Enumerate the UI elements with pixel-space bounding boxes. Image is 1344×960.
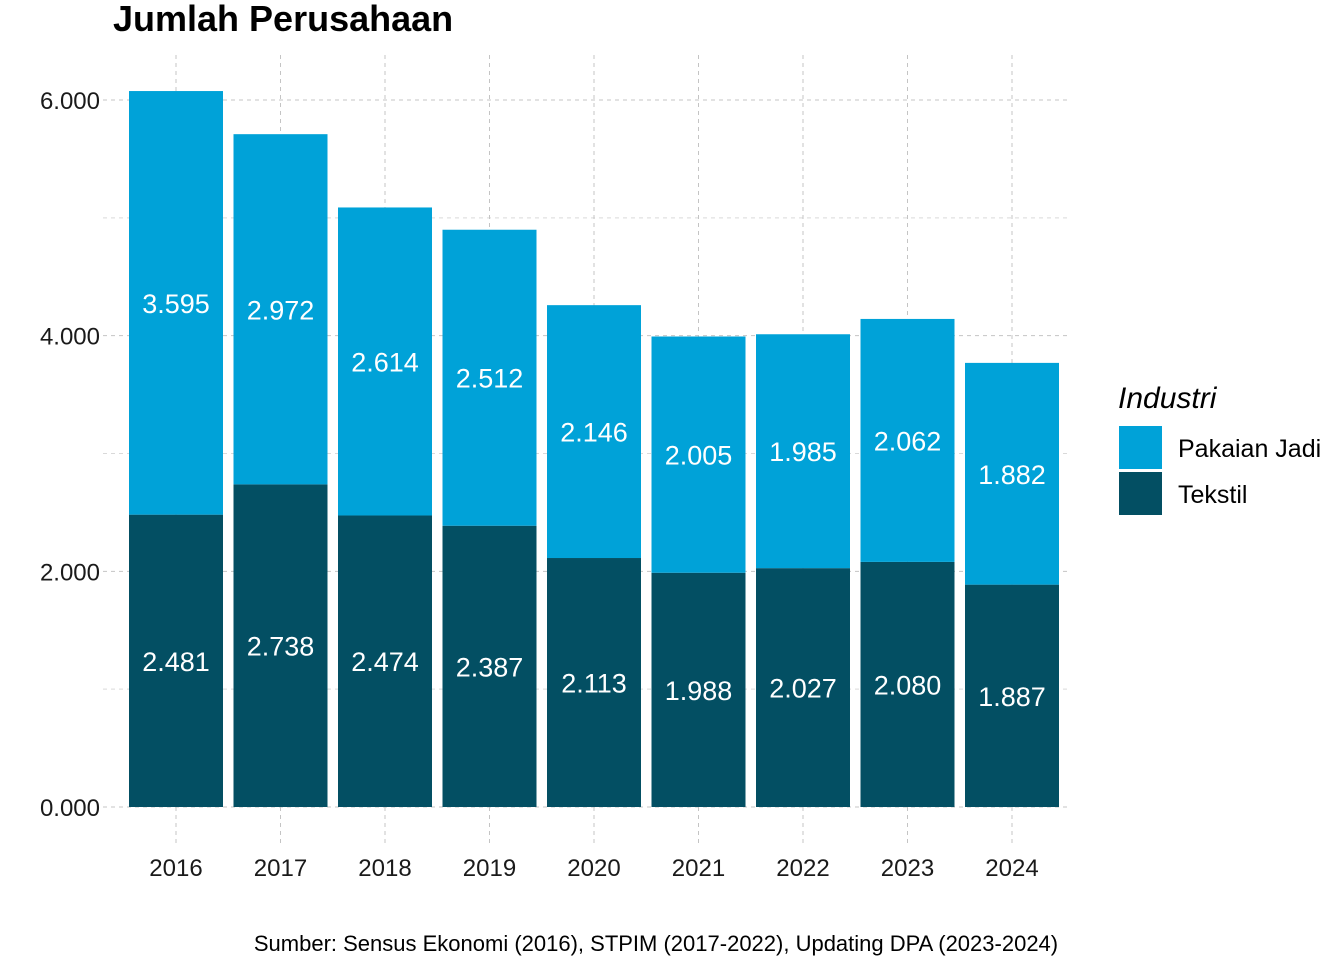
bar-tekstil (756, 568, 850, 807)
bar-pakaian-jadi (756, 334, 850, 569)
bar-tekstil (129, 514, 223, 807)
data-label: 2.481 (142, 647, 210, 677)
bar-tekstil (338, 515, 432, 807)
bar-pakaian-jadi (129, 91, 223, 515)
x-tick-label: 2023 (881, 855, 934, 882)
data-label: 1.988 (665, 676, 733, 706)
data-label: 2.080 (874, 670, 942, 700)
bar-pakaian-jadi (547, 305, 641, 559)
legend: Industri Pakaian Jadi Tekstil (1118, 382, 1321, 515)
y-tick-label: 2.000 (40, 559, 100, 586)
x-tick-label: 2024 (985, 855, 1038, 882)
bar-tekstil (965, 584, 1059, 807)
data-label: 2.474 (351, 647, 419, 677)
caption: Sumber: Sensus Ekonomi (2016), STPIM (20… (254, 931, 1058, 956)
data-label: 2.062 (874, 426, 942, 456)
bar-pakaian-jadi (965, 362, 1059, 585)
bar-tekstil (651, 572, 746, 807)
bar-tekstil (233, 484, 328, 807)
bar-pakaian-jadi (442, 229, 537, 526)
y-tick-label: 0.000 (40, 795, 100, 822)
data-label: 2.972 (247, 295, 315, 325)
y-tick-label: 4.000 (40, 324, 100, 351)
legend-label: Tekstil (1178, 481, 1247, 509)
x-tick-label: 2022 (776, 855, 829, 882)
legend-label: Pakaian Jadi (1178, 435, 1321, 463)
y-tick-label: 6.000 (40, 88, 100, 115)
bars: 2.481 3.595 2.738 2.972 2.474 2.614 2.387 2.512… (129, 91, 1059, 807)
x-tick-label: 2020 (567, 855, 620, 882)
data-label: 1.882 (978, 460, 1046, 490)
data-label: 3.595 (142, 289, 210, 319)
bar-pakaian-jadi (651, 336, 746, 573)
data-label: 2.146 (560, 418, 628, 448)
data-label: 1.985 (769, 437, 837, 467)
data-label: 2.512 (456, 364, 524, 394)
legend-title: Industri (1118, 382, 1218, 415)
bar-tekstil (860, 561, 955, 807)
data-label: 2.113 (561, 669, 627, 699)
bar-tekstil (547, 558, 641, 807)
chart-title: Jumlah Perusahaan (113, 0, 453, 39)
bar-tekstil (442, 525, 537, 807)
legend-swatch (1119, 426, 1162, 469)
x-tick-label: 2016 (149, 855, 202, 882)
bar-pakaian-jadi (860, 318, 955, 562)
data-label: 2.027 (769, 674, 837, 704)
x-tick-label: 2021 (672, 855, 725, 882)
data-label: 2.005 (665, 441, 733, 471)
x-tick-label: 2019 (463, 855, 516, 882)
bar-pakaian-jadi (338, 207, 432, 516)
data-label: 1.887 (978, 682, 1046, 712)
legend-swatch (1119, 472, 1162, 515)
axes: 0.000 2.000 4.000 6.000 2016 2017 2018 2019 2020… (40, 88, 1039, 882)
x-tick-label: 2018 (358, 855, 411, 882)
data-label: 2.738 (247, 632, 315, 662)
x-tick-label: 2017 (254, 855, 307, 882)
data-label: 2.387 (456, 652, 524, 682)
data-label: 2.614 (351, 347, 419, 377)
bar-pakaian-jadi (233, 134, 328, 485)
